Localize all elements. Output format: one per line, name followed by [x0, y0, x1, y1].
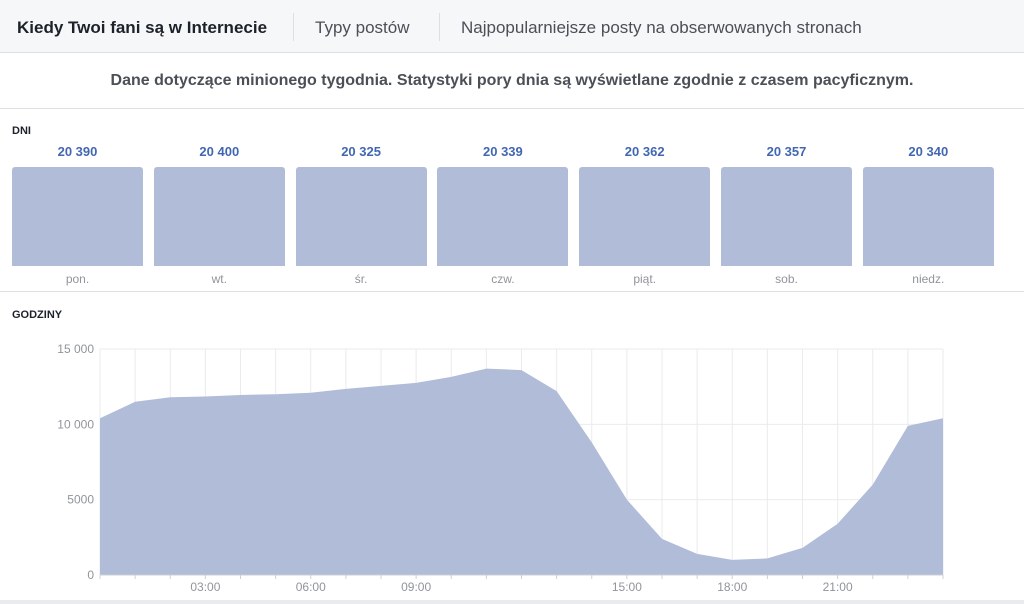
day-column: 20 325 śr. — [295, 140, 427, 290]
hours-section-label: GODZINY — [12, 309, 63, 321]
day-column: 20 390 pon. — [12, 140, 143, 290]
tab-separator — [439, 13, 440, 41]
day-column: 20 357 sob. — [721, 140, 852, 290]
y-tick-label: 5000 — [67, 493, 94, 507]
day-bar[interactable] — [12, 167, 143, 266]
day-column: 20 340 niedz. — [862, 140, 994, 290]
day-label: piąt. — [633, 272, 657, 286]
day-column: 20 362 piąt. — [579, 140, 711, 290]
x-tick-label: 03:00 — [190, 580, 220, 594]
tab-bar: Kiedy Twoi fani są w Internecie Typy pos… — [0, 0, 1024, 53]
day-value: 20 325 — [341, 144, 381, 159]
day-value: 20 340 — [908, 144, 949, 159]
day-bar[interactable] — [579, 167, 711, 266]
day-value: 20 339 — [483, 144, 523, 159]
day-value: 20 390 — [57, 144, 98, 159]
day-label: niedz. — [912, 272, 945, 286]
day-label: pon. — [65, 272, 90, 286]
tab-post-types[interactable]: Typy postów — [315, 18, 410, 37]
day-bar[interactable] — [721, 167, 852, 266]
tab-when-fans-online[interactable]: Kiedy Twoi fani są w Internecie — [17, 18, 268, 37]
day-value: 20 400 — [199, 144, 240, 159]
day-value: 20 362 — [624, 144, 665, 159]
y-tick-label: 10 000 — [57, 417, 94, 431]
day-bar[interactable] — [295, 167, 427, 266]
day-column: 20 339 czw. — [437, 140, 569, 290]
day-bar[interactable] — [437, 167, 569, 266]
timezone-note: Dane dotyczące minionego tygodnia. Staty… — [0, 54, 1024, 109]
y-tick-label: 0 — [87, 568, 94, 582]
y-tick-label: 15 000 — [57, 342, 94, 356]
bottom-border — [0, 600, 1024, 604]
day-value: 20 357 — [766, 144, 807, 159]
day-label: wt. — [211, 272, 227, 286]
x-tick-label: 18:00 — [717, 580, 747, 594]
day-bar[interactable] — [862, 167, 994, 266]
x-tick-label: 09:00 — [401, 580, 431, 594]
days-section-label: DNI — [12, 125, 31, 137]
x-tick-label: 06:00 — [296, 580, 326, 594]
day-label: śr. — [354, 272, 368, 286]
section-divider — [0, 291, 1024, 292]
day-bar[interactable] — [153, 167, 285, 266]
day-label: czw. — [491, 272, 515, 286]
day-label: sob. — [775, 272, 798, 286]
tab-top-posts-watched-pages[interactable]: Najpopularniejsze posty na obserwowanych… — [461, 18, 862, 37]
day-column: 20 400 wt. — [153, 140, 285, 290]
hours-area-series — [100, 368, 943, 575]
tab-separator — [293, 13, 294, 41]
x-tick-label: 15:00 — [612, 580, 642, 594]
x-tick-label: 21:00 — [823, 580, 853, 594]
